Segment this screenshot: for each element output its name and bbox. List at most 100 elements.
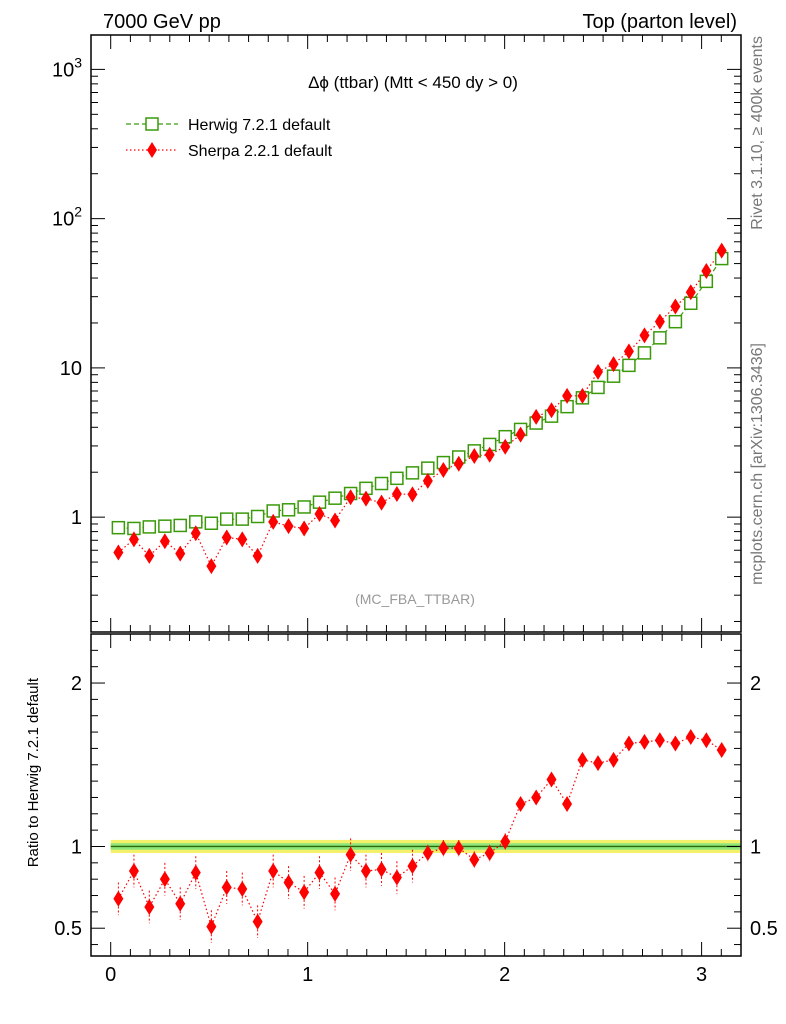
ratio-sherpa-point [500,833,511,850]
ratio-y-tick-label-left: 1 [71,836,82,858]
sherpa-point [268,513,279,530]
herwig-point [405,466,420,480]
ratio-sherpa-point [422,845,433,862]
herwig-point [142,520,157,534]
ratio-sherpa-point [159,871,170,888]
sherpa-point [562,387,573,404]
ratio-sherpa-point [391,869,402,886]
ratio-sherpa-point [546,771,557,788]
ratio-sherpa-point [469,851,480,868]
ratio-sherpa-point [252,913,263,930]
sherpa-point [360,490,371,507]
ratio-sherpa-point [701,732,712,749]
sherpa-point [252,547,263,564]
ratio-y-tick-label-right: 2 [750,673,761,695]
sherpa-point [190,525,201,542]
legend-entry-sherpa: Sherpa 2.2.1 default [126,142,333,160]
ratio-sherpa-point [113,890,124,907]
analysis-watermark: (MC_FBA_TTBAR) [355,591,475,607]
ratio-sherpa-point [670,735,681,752]
ratio-sherpa-point [484,845,495,862]
sherpa-point [608,356,619,373]
sherpa-point [469,447,480,464]
sherpa-point [623,343,634,360]
sherpa-point [175,545,186,562]
sherpa-point [144,547,155,564]
herwig-point [204,516,219,531]
ratio-sherpa-point [268,863,279,880]
sherpa-point [330,512,341,529]
herwig-point [235,512,250,526]
ratio-sherpa-point [299,884,310,901]
ratio-sherpa-point [685,728,696,745]
sherpa-point [128,531,139,548]
ratio-panel: 2 2 1 1 0.5 0.5 0 1 2 3 Ratio to Herwig 7.2.1 def… [25,633,778,986]
legend-herwig-marker [145,117,159,131]
main-y-tick-label: 102 [52,204,82,231]
sherpa-point [422,472,433,489]
herwig-point [219,512,234,526]
herwig-point [622,358,636,373]
sherpa-point [159,533,170,550]
ratio-y-tick-label-left: 0.5 [54,918,82,940]
legend: Herwig 7.2.1 default Sherpa 2.2.1 defaul… [126,117,333,160]
rivet-version-text: Rivet 3.1.10, ≥ 400k events [749,36,766,230]
ratio-sherpa-point [237,880,248,897]
header-level: Top (parton level) [582,11,737,33]
sherpa-point [391,485,402,502]
ratio-tick-labels: 2 2 1 1 0.5 0.5 0 1 2 3 [54,673,778,986]
herwig-point [591,380,605,395]
legend-entry-herwig: Herwig 7.2.1 default [126,117,331,134]
herwig-point [374,476,389,491]
ratio-sherpa-point [438,840,449,857]
ratio-axis-ticks [91,633,742,956]
ratio-sherpa-point [716,742,727,759]
herwig-point [250,509,265,524]
mcplots-source-text: mcplots.cern.ch [arXiv:1306.3436] [749,343,766,585]
sherpa-point [314,505,325,522]
ratio-sherpa-point [608,751,619,768]
ratio-sherpa-point [515,795,526,812]
ratio-x-tick-label: 0 [105,964,116,986]
sherpa-point [531,408,542,425]
sherpa-point [654,313,665,330]
herwig-point [390,471,404,486]
sherpa-point [500,438,511,455]
main-y-tick-label: 10 [60,358,82,380]
ratio-sherpa-point [144,898,155,915]
ratio-sherpa-point [531,789,542,806]
main-y-tick-label: 103 [52,54,82,81]
ratio-sherpa-point [190,864,201,881]
legend-sherpa-label: Sherpa 2.2.1 default [188,143,333,160]
herwig-point [328,491,342,505]
sherpa-point [376,494,387,511]
ratio-sherpa-point [593,755,603,772]
ratio-sherpa-point [128,863,139,880]
ratio-sherpa-point [206,918,217,935]
ratio-sherpa-point [221,879,232,896]
sherpa-point [546,402,557,419]
ratio-sherpa-point [562,795,573,812]
herwig-point [421,461,435,475]
ratio-y-tick-label-left: 2 [71,673,82,695]
ratio-sherpa-point [345,846,356,863]
sherpa-point [515,426,526,443]
ratio-sherpa-point [453,840,464,857]
herwig-point [297,500,311,514]
ratio-uncertainty-band [110,839,741,854]
sherpa-point [113,544,124,561]
sherpa-point [670,298,681,315]
ratio-plot-frame [90,633,742,957]
herwig-point [111,520,126,535]
legend-herwig-label: Herwig 7.2.1 default [188,117,331,134]
ratio-sherpa-point [623,735,634,752]
ratio-x-tick-label: 1 [302,964,313,986]
sherpa-point [593,363,603,380]
sherpa-point [345,489,356,506]
ratio-sherpa-point [639,733,650,750]
main-plot-title: Δϕ (ttbar) (Mtt < 450 dy > 0) [308,73,518,92]
ratio-x-tick-label: 3 [696,964,707,986]
sherpa-point [577,387,588,404]
ratio-x-tick-label: 2 [499,964,510,986]
